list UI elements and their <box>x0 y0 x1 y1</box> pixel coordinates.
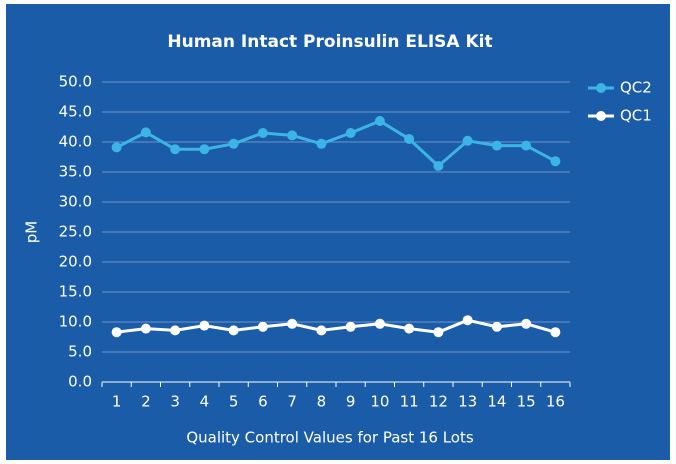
x-tick-label: 14 <box>487 393 506 411</box>
data-point <box>521 140 532 151</box>
legend-label: QC2 <box>620 79 652 97</box>
x-tick-label: 5 <box>229 393 239 411</box>
y-tick-label: 35.0 <box>59 163 92 181</box>
data-point <box>345 321 356 332</box>
y-tick-label: 40.0 <box>59 133 92 151</box>
data-point <box>257 128 268 138</box>
legend-label: QC1 <box>620 107 652 125</box>
data-point <box>404 323 415 334</box>
y-tick-label: 5.0 <box>68 343 92 361</box>
data-point <box>550 156 561 167</box>
x-tick-label: 9 <box>346 393 356 411</box>
x-tick-label: 1 <box>112 393 122 411</box>
x-tick-label: 10 <box>370 393 389 411</box>
data-point <box>257 321 268 332</box>
data-point <box>199 320 210 331</box>
y-tick-label: 25.0 <box>59 223 92 241</box>
series-line <box>116 318 556 334</box>
y-tick-label: 30.0 <box>59 193 92 211</box>
data-point <box>491 140 502 151</box>
data-point <box>433 327 444 338</box>
data-point <box>316 138 327 149</box>
x-tick-label: 7 <box>287 393 297 411</box>
legend-marker <box>596 111 606 121</box>
data-point <box>228 138 239 149</box>
x-tick-label: 16 <box>546 393 565 411</box>
legend-marker <box>596 83 606 93</box>
data-point <box>550 327 561 338</box>
x-tick-label: 2 <box>141 393 151 411</box>
x-tick-label: 11 <box>400 393 419 411</box>
y-tick-label: 0.0 <box>68 373 92 391</box>
x-tick-label: 12 <box>429 393 448 411</box>
data-point <box>111 327 122 338</box>
data-point <box>462 315 473 326</box>
data-point <box>140 127 151 138</box>
data-point <box>140 323 151 334</box>
data-point <box>170 325 181 336</box>
x-axis-title: Quality Control Values for Past 16 Lots <box>186 429 474 447</box>
x-tick-label: 13 <box>458 393 477 411</box>
data-point <box>345 128 356 138</box>
x-tick-label: 8 <box>317 393 327 411</box>
x-tick-label: 4 <box>200 393 210 411</box>
chart-title: Human Intact Proinsulin ELISA Kit <box>167 32 492 52</box>
y-tick-label: 10.0 <box>59 313 92 331</box>
data-point <box>433 161 444 171</box>
data-point <box>404 134 415 144</box>
data-point <box>228 325 239 336</box>
x-tick-label: 3 <box>170 393 180 411</box>
data-point <box>374 318 385 329</box>
x-tick-label: 6 <box>258 393 268 411</box>
y-axis-title: pM <box>23 221 41 243</box>
series-line <box>115 119 557 169</box>
data-point <box>199 144 210 155</box>
data-point <box>462 135 473 146</box>
data-point <box>491 321 502 332</box>
data-point <box>521 318 532 329</box>
data-point <box>316 325 327 336</box>
y-tick-label: 45.0 <box>59 103 92 121</box>
y-tick-label: 15.0 <box>59 283 92 301</box>
x-tick-label: 15 <box>517 393 536 411</box>
data-point <box>287 130 298 141</box>
data-point <box>374 116 385 126</box>
y-tick-label: 20.0 <box>59 253 92 271</box>
data-point <box>111 142 122 153</box>
data-point <box>170 144 181 155</box>
data-point <box>287 318 298 329</box>
y-tick-label: 50.0 <box>59 73 92 91</box>
